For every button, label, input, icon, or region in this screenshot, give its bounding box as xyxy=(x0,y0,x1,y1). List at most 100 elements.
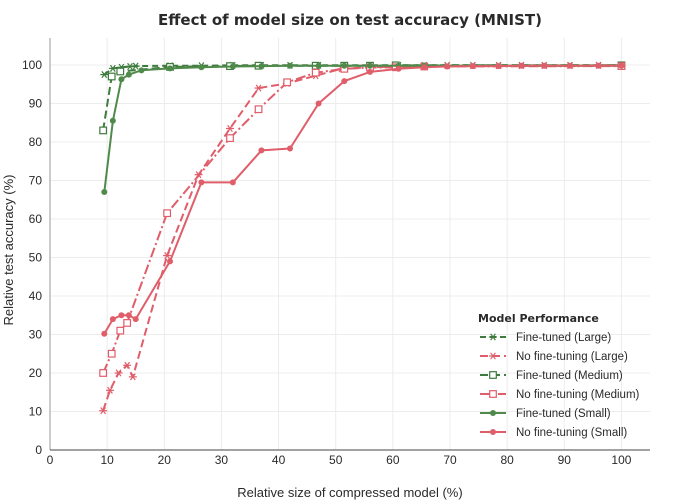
data-point xyxy=(107,349,116,358)
data-point xyxy=(116,326,125,335)
data-point xyxy=(495,63,502,70)
y-tick-label: 20 xyxy=(29,366,43,380)
legend: Model Performance Fine-tuned (Large) No fi… xyxy=(478,312,640,439)
data-point xyxy=(99,126,108,135)
legend-label: Fine-tuned (Small) xyxy=(516,408,611,420)
data-point xyxy=(469,63,476,70)
y-tick-label: 60 xyxy=(29,212,43,226)
series-line xyxy=(103,64,622,335)
legend-item: No fine-tuning (Large) xyxy=(480,351,628,363)
legend-item: Fine-tuned (Small) xyxy=(480,408,611,420)
y-tick-label: 100 xyxy=(22,58,42,72)
data-point xyxy=(108,64,117,72)
asterisk-stroke xyxy=(132,62,139,70)
series-line xyxy=(103,64,622,193)
asterisk-stroke xyxy=(164,251,171,260)
data-point xyxy=(128,373,137,381)
data-point xyxy=(341,78,348,85)
legend-item: No fine-tuning (Medium) xyxy=(480,389,640,401)
data-point xyxy=(116,67,125,76)
data-point xyxy=(123,319,132,327)
chart-title: Effect of model size on test accuracy (M… xyxy=(158,11,542,29)
y-tick-label: 50 xyxy=(29,250,43,264)
grid xyxy=(50,38,650,450)
y-tick-label: 0 xyxy=(35,443,42,457)
data-point xyxy=(198,179,205,186)
x-tick-label: 10 xyxy=(100,453,114,467)
asterisk-stroke xyxy=(115,369,122,377)
legend-label: No fine-tuning (Small) xyxy=(516,427,627,439)
data-point xyxy=(114,369,123,377)
data-point xyxy=(254,105,263,114)
legend-item: Fine-tuned (Medium) xyxy=(480,370,623,382)
data-point xyxy=(99,407,108,415)
x-axis-title: Relative size of compressed model (%) xyxy=(237,485,462,500)
data-point xyxy=(163,209,172,218)
y-axis-title: Relative test accuracy (%) xyxy=(1,175,16,326)
asterisk-stroke xyxy=(109,64,116,72)
asterisk-stroke xyxy=(107,386,113,394)
asterisk-stroke xyxy=(100,407,107,415)
data-point xyxy=(125,312,132,319)
data-point xyxy=(107,72,116,81)
data-point xyxy=(167,258,173,265)
legend-swatch-marker xyxy=(489,352,497,360)
data-point xyxy=(163,251,172,260)
legend-label: Fine-tuned (Large) xyxy=(516,332,611,344)
asterisk-stroke xyxy=(490,333,496,341)
legend-label: Fine-tuned (Medium) xyxy=(516,370,623,382)
data-point xyxy=(421,64,428,71)
data-point xyxy=(367,62,373,69)
data-point xyxy=(229,63,236,70)
data-point xyxy=(131,62,140,70)
data-point xyxy=(595,62,602,69)
data-point xyxy=(99,369,108,377)
x-tick-label: 30 xyxy=(215,453,229,467)
data-point xyxy=(395,65,402,72)
data-point xyxy=(138,67,145,74)
data-point xyxy=(541,62,548,69)
asterisk-stroke xyxy=(127,62,133,71)
data-point xyxy=(167,65,173,72)
data-point xyxy=(123,361,132,369)
data-point xyxy=(229,179,236,186)
asterisk-stroke xyxy=(255,84,262,92)
data-point xyxy=(518,62,525,69)
series-2 xyxy=(99,61,626,135)
data-point xyxy=(287,145,293,152)
x-tick-label: 50 xyxy=(329,453,343,467)
legend-label: No fine-tuning (Large) xyxy=(516,351,628,363)
data-point xyxy=(125,71,132,78)
data-point xyxy=(567,62,573,69)
data-point xyxy=(311,68,320,77)
series-5 xyxy=(101,62,625,337)
series-line xyxy=(102,65,622,374)
y-tick-label: 10 xyxy=(29,404,43,418)
asterisk-stroke xyxy=(129,373,136,381)
x-tick-label: 60 xyxy=(386,453,400,467)
data-point xyxy=(106,386,114,394)
asterisk-stroke xyxy=(490,352,496,360)
data-point xyxy=(109,316,116,323)
asterisk-stroke xyxy=(124,361,131,369)
asterisk-stroke xyxy=(227,124,233,133)
data-point xyxy=(118,312,125,319)
x-tick-label: 40 xyxy=(272,453,286,467)
series-3 xyxy=(99,62,626,377)
data-point xyxy=(118,76,125,83)
data-point xyxy=(444,63,451,70)
legend-swatch-marker xyxy=(490,410,496,416)
legend-swatch-marker xyxy=(490,429,496,435)
x-tick-label: 20 xyxy=(158,453,172,467)
data-point xyxy=(226,134,234,143)
data-point xyxy=(315,100,322,107)
y-tick-label: 30 xyxy=(29,327,43,341)
series xyxy=(99,61,626,415)
y-tick-label: 90 xyxy=(29,96,43,110)
data-point xyxy=(109,117,116,124)
legend-item: Fine-tuned (Large) xyxy=(480,332,611,344)
y-tick-label: 70 xyxy=(29,173,43,187)
legend-item: No fine-tuning (Small) xyxy=(480,427,627,439)
y-tick-label: 40 xyxy=(29,289,43,303)
data-point xyxy=(287,62,293,69)
